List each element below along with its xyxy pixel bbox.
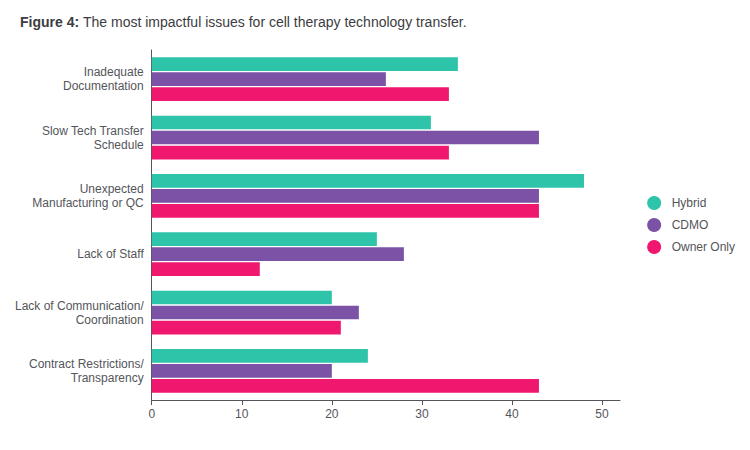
svg-text:10: 10 [235, 407, 249, 421]
svg-text:Coordination: Coordination [76, 313, 144, 327]
svg-text:Schedule: Schedule [94, 138, 144, 152]
svg-text:The most impactful issues for: The most impactful issues for cell thera… [83, 14, 467, 30]
svg-text:Contract Restrictions/: Contract Restrictions/ [29, 357, 144, 371]
svg-text:Owner Only: Owner Only [672, 240, 735, 254]
svg-text:30: 30 [415, 407, 429, 421]
svg-text:0: 0 [148, 407, 155, 421]
svg-text:CDMO: CDMO [672, 218, 709, 232]
svg-text:Transparency: Transparency [71, 371, 144, 385]
svg-text:Slow Tech Transfer: Slow Tech Transfer [42, 124, 144, 138]
svg-text:40: 40 [505, 407, 519, 421]
svg-text:20: 20 [325, 407, 339, 421]
svg-text:Lack of Communication/: Lack of Communication/ [15, 299, 144, 313]
svg-text:Figure 4:: Figure 4: [20, 14, 79, 30]
svg-text:Lack of Staff: Lack of Staff [77, 247, 144, 261]
svg-text:Manufacturing or QC: Manufacturing or QC [32, 196, 144, 210]
svg-text:Documentation: Documentation [63, 79, 144, 93]
svg-text:Inadequate: Inadequate [84, 65, 144, 79]
svg-text:Hybrid: Hybrid [672, 196, 707, 210]
svg-text:Unexpected: Unexpected [80, 182, 144, 196]
svg-text:50: 50 [595, 407, 609, 421]
